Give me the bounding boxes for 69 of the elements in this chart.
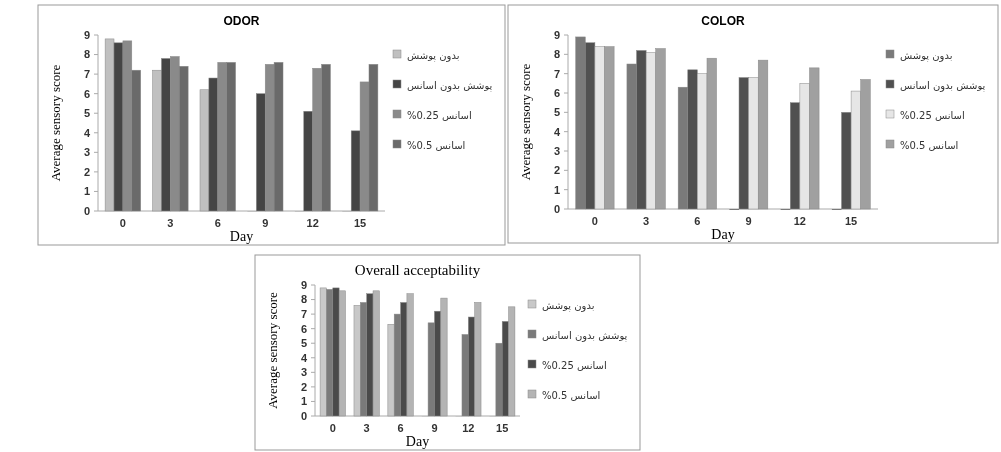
y-tick-label: 9: [300, 278, 307, 291]
legend-label: بدون پوشش: [900, 49, 953, 62]
x-tick-label: 12: [306, 217, 319, 229]
y-tick-label: 3: [300, 366, 307, 379]
y-tick-label: 8: [300, 293, 307, 306]
y-tick-label: 5: [553, 106, 560, 119]
y-tick-label: 4: [300, 351, 308, 364]
x-tick-label: 9: [745, 215, 752, 227]
y-tick-label: 1: [83, 185, 90, 198]
y-tick-label: 5: [300, 337, 307, 350]
y-tick-label: 8: [553, 48, 560, 61]
y-tick-label: 9: [553, 28, 560, 41]
x-tick-label: 3: [167, 217, 174, 229]
x-tick-label: 6: [214, 217, 221, 229]
y-tick-label: 7: [83, 67, 90, 80]
legend-label: بدون پوشش: [542, 299, 595, 312]
legend-label: %0.5 اسانس: [900, 139, 959, 151]
x-tick-label: 3: [643, 215, 650, 227]
y-tick-label: 2: [553, 164, 560, 177]
y-axis-title: Average sensory score: [48, 64, 63, 182]
legend-label: پوشش بدون اسانس: [407, 79, 493, 92]
x-axis-title: Day: [405, 434, 430, 449]
legend-label: %0.25 اسانس: [542, 359, 607, 371]
y-tick-label: 0: [553, 202, 560, 215]
y-tick-label: 7: [300, 307, 307, 320]
x-tick-label: 6: [397, 422, 404, 434]
x-tick-label: 15: [844, 215, 858, 227]
y-tick-label: 3: [83, 146, 90, 159]
x-tick-label: 12: [793, 215, 806, 227]
chart-title: COLOR: [701, 14, 745, 28]
y-tick-label: 2: [83, 165, 90, 178]
y-axis-title: Average sensory score: [518, 63, 533, 181]
y-tick-label: 8: [83, 48, 90, 61]
y-tick-label: 3: [553, 144, 560, 157]
legend-label: %0.25 اسانس: [900, 109, 965, 121]
x-tick-label: 9: [262, 217, 269, 229]
y-tick-label: 7: [553, 67, 560, 80]
x-tick-label: 0: [329, 422, 336, 434]
y-tick-label: 4: [553, 125, 561, 138]
y-tick-label: 4: [83, 126, 91, 139]
x-axis-title: Day: [229, 229, 254, 244]
x-tick-label: 15: [353, 217, 367, 229]
legend-label: پوشش بدون اسانس: [900, 79, 986, 92]
legend-label: %0.5 اسانس: [542, 389, 601, 401]
y-tick-label: 1: [553, 183, 560, 196]
y-tick-label: 6: [553, 86, 560, 99]
legend-label: %0.5 اسانس: [407, 139, 466, 151]
y-tick-label: 1: [300, 395, 307, 408]
y-tick-label: 0: [83, 204, 90, 217]
x-axis-title: Day: [711, 227, 735, 242]
x-tick-label: 9: [431, 422, 438, 434]
legend-label: %0.25 اسانس: [407, 109, 472, 121]
y-tick-label: 6: [300, 322, 307, 335]
chart-title: Overall acceptability: [354, 262, 481, 278]
y-tick-label: 2: [300, 380, 307, 393]
y-tick-label: 6: [83, 87, 90, 100]
legend-label: پوشش بدون اسانس: [542, 329, 628, 342]
x-tick-label: 12: [462, 422, 475, 434]
y-axis-title: Average sensory score: [265, 291, 280, 409]
y-tick-label: 5: [83, 107, 90, 120]
x-tick-label: 15: [496, 422, 509, 434]
x-tick-label: 6: [694, 215, 701, 227]
legend-label: بدون پوشش: [407, 49, 460, 62]
x-tick-label: 3: [363, 422, 370, 434]
x-tick-label: 0: [591, 215, 598, 227]
chart-title: ODOR: [223, 14, 260, 28]
x-tick-label: 0: [119, 217, 126, 229]
y-tick-label: 9: [83, 28, 90, 41]
y-tick-label: 0: [300, 409, 307, 422]
